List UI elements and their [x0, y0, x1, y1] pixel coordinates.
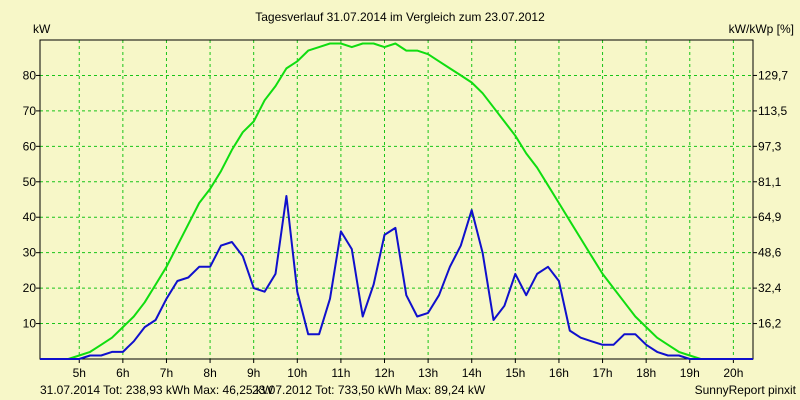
y-tick-label-right: 16,2 [758, 317, 782, 331]
axis-ticks: 5h 6h 7h 8h 9h 10h 11h 12h 13h 14h 15h 16h 17h 18h 19h… [23, 68, 789, 380]
y-tick-label-right: 64,9 [758, 210, 782, 224]
x-tick-label: 15h [505, 366, 525, 380]
y-tick-label-left: 30 [23, 246, 37, 260]
y-tick-label-right: 97,3 [758, 139, 782, 153]
legend: 31.07.2014 Tot: 238,93 kWh Max: 46,25 kW… [40, 383, 486, 397]
y-tick-label-right: 129,7 [758, 68, 788, 82]
x-tick-label: 14h [462, 366, 482, 380]
chart-title: Tagesverlauf 31.07.2014 im Vergleich zum… [255, 10, 545, 24]
x-tick-label: 19h [680, 366, 700, 380]
x-tick-label: 6h [116, 366, 129, 380]
x-tick-label: 8h [203, 366, 216, 380]
x-tick-label: 7h [160, 366, 173, 380]
y-tick-label-left: 10 [23, 317, 37, 331]
y-tick-label-right: 48,6 [758, 246, 782, 260]
y-tick-label-left: 80 [23, 68, 37, 82]
y-tick-label-right: 113,5 [758, 104, 787, 118]
y-tick-label-left: 70 [23, 104, 37, 118]
y-axis-right-label: kW/kWp [%] [729, 22, 794, 36]
x-tick-label: 11h [331, 366, 350, 380]
plot-frame [39, 39, 754, 360]
legend-entry-2014: 31.07.2014 Tot: 238,93 kWh Max: 46,25 kW [40, 383, 274, 397]
x-tick-label: 18h [636, 366, 656, 380]
grid [40, 40, 753, 359]
x-tick-label: 13h [418, 366, 438, 380]
y-tick-label-left: 60 [23, 139, 37, 153]
legend-entry-2012: 23.07.2012 Tot: 733,50 kWh Max: 89,24 kW [252, 383, 486, 397]
x-tick-label: 16h [549, 366, 569, 380]
x-tick-label: 10h [287, 366, 307, 380]
y-tick-label-right: 81,1 [758, 175, 782, 189]
y-tick-label-right: 32,4 [758, 281, 782, 295]
x-tick-label: 12h [374, 366, 394, 380]
x-tick-label: 20h [723, 366, 743, 380]
x-tick-label: 17h [593, 366, 613, 380]
x-tick-label: 5h [73, 366, 86, 380]
y-tick-label-left: 40 [23, 210, 37, 224]
y-tick-label-left: 20 [23, 281, 37, 295]
y-axis-left-label: kW [33, 22, 51, 36]
footer-credit: SunnyReport pinxit [695, 383, 797, 397]
series-line-2012 [40, 42, 753, 360]
y-tick-label-left: 50 [23, 175, 37, 189]
series-lines [40, 42, 753, 360]
x-tick-label: 9h [247, 366, 260, 380]
series-line-2014 [40, 195, 753, 360]
